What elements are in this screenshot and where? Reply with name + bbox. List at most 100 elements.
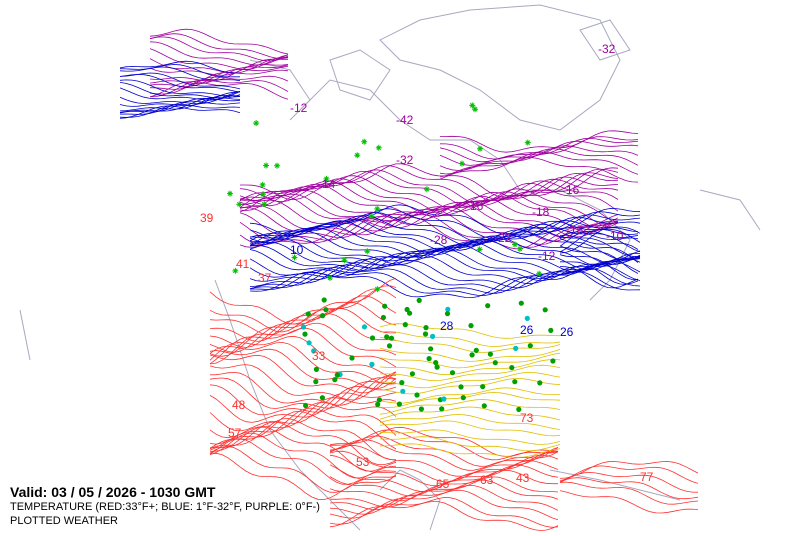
subzero-contour — [149, 58, 289, 76]
cold-contour — [559, 234, 639, 250]
rain-symbol — [409, 371, 415, 377]
layer-name: PLOTTED WEATHER — [10, 515, 118, 527]
warm-contour — [209, 313, 397, 357]
temperature-label: 10 — [290, 243, 304, 257]
snow-symbol — [476, 246, 483, 253]
rain-symbol — [434, 364, 440, 370]
coastline — [579, 19, 631, 61]
cold-contour — [119, 60, 241, 74]
temperature-contours — [119, 28, 699, 531]
temperature-label: 53 — [356, 455, 370, 469]
rain-symbol — [349, 355, 355, 361]
rain-symbol — [550, 358, 556, 364]
cold-contour — [119, 94, 241, 112]
subzero-contour — [239, 188, 619, 226]
subzero-contour — [439, 145, 639, 171]
snow-symbol — [291, 254, 298, 261]
temperature-label: 26 — [560, 325, 574, 339]
rain-symbol — [518, 300, 524, 306]
temperature-label: 37 — [258, 271, 272, 285]
subzero-contour — [439, 140, 639, 166]
warm-contour — [209, 335, 397, 380]
rain-symbol — [382, 303, 388, 309]
temperature-label: -22 — [494, 231, 512, 245]
rain-symbol — [369, 335, 376, 341]
cold-contour — [249, 250, 641, 281]
rain-symbol — [423, 325, 429, 331]
rain-symbol — [480, 384, 486, 390]
subzero-contour — [439, 151, 639, 178]
temperature-label: -32 — [396, 153, 414, 167]
subzero-contour — [439, 157, 639, 183]
rain-symbol — [481, 403, 487, 409]
rain-symbol — [321, 297, 327, 303]
warm-contour — [329, 429, 559, 461]
snow-symbol — [375, 144, 382, 151]
warm-contour — [209, 341, 397, 385]
warm-contour — [329, 444, 559, 477]
coastlines — [19, 4, 761, 531]
warm-contour — [209, 288, 397, 336]
snow-symbol — [323, 175, 330, 182]
cold-contour — [119, 90, 241, 105]
rain-symbol — [399, 380, 405, 386]
freezing-rain-contour — [379, 371, 561, 389]
warm-contour — [209, 285, 397, 333]
temperature-label: -28 — [430, 233, 448, 247]
warm-contour — [209, 426, 397, 472]
warm-contour — [559, 471, 699, 493]
warm-contour — [329, 469, 558, 502]
warm-contour — [329, 497, 559, 528]
snow-symbol — [469, 102, 476, 109]
subzero-contour — [149, 79, 289, 98]
rain-symbol — [512, 379, 518, 385]
freezing-rain-contour — [379, 392, 561, 409]
rain-symbol — [313, 366, 319, 372]
rain-symbol — [300, 324, 307, 330]
subzero-contour — [149, 81, 289, 100]
rain-symbol — [485, 303, 491, 309]
warm-contour — [209, 438, 397, 485]
freezing-rain-contour — [379, 331, 561, 347]
warm-contour — [209, 354, 397, 394]
rain-symbol — [468, 323, 474, 329]
cold-contour — [559, 227, 639, 254]
snow-symbol — [374, 205, 381, 212]
subzero-contour — [239, 165, 619, 203]
snow-symbol — [423, 186, 430, 193]
warm-contour — [329, 476, 559, 508]
cold-contour — [249, 249, 641, 280]
snow-symbol — [368, 213, 375, 220]
cold-contour — [559, 266, 639, 289]
cold-contour — [559, 245, 639, 274]
warm-contour — [329, 439, 559, 471]
cold-contour — [559, 261, 639, 285]
rain-symbol — [444, 311, 451, 317]
temperature-label: -42 — [396, 113, 414, 127]
snow-symbol — [536, 270, 543, 277]
cold-contour — [249, 244, 641, 276]
temperature-label: 43 — [516, 471, 530, 485]
subzero-contour — [149, 33, 289, 59]
subzero-contour — [440, 130, 639, 153]
rain-symbol — [396, 401, 402, 407]
snow-symbol — [274, 162, 281, 169]
rain-symbol — [303, 402, 309, 409]
temperature-legend: TEMPERATURE (RED:33°F+; BLUE: 1°F-32°F, … — [10, 501, 320, 513]
cold-contour — [119, 64, 240, 78]
temperature-labels: 39 41 37 57 48 33 53 43 77 65 63 73 10 26 28 26 -12 -32 -4… — [200, 42, 654, 491]
snow-symbol — [227, 190, 234, 197]
rain-symbol — [418, 406, 424, 412]
snow-symbol — [472, 106, 479, 113]
snow-symbol — [236, 201, 243, 208]
freezing-rain-contour — [379, 387, 560, 404]
rain-symbol — [334, 372, 340, 378]
rain-symbol — [513, 345, 519, 351]
subzero-contour — [239, 214, 619, 250]
rain-symbol — [414, 392, 420, 398]
freezing-rain-contour — [379, 352, 561, 369]
subzero-contour — [239, 214, 619, 248]
temperature-label: 39 — [200, 211, 214, 225]
snow-symbol — [477, 145, 484, 152]
